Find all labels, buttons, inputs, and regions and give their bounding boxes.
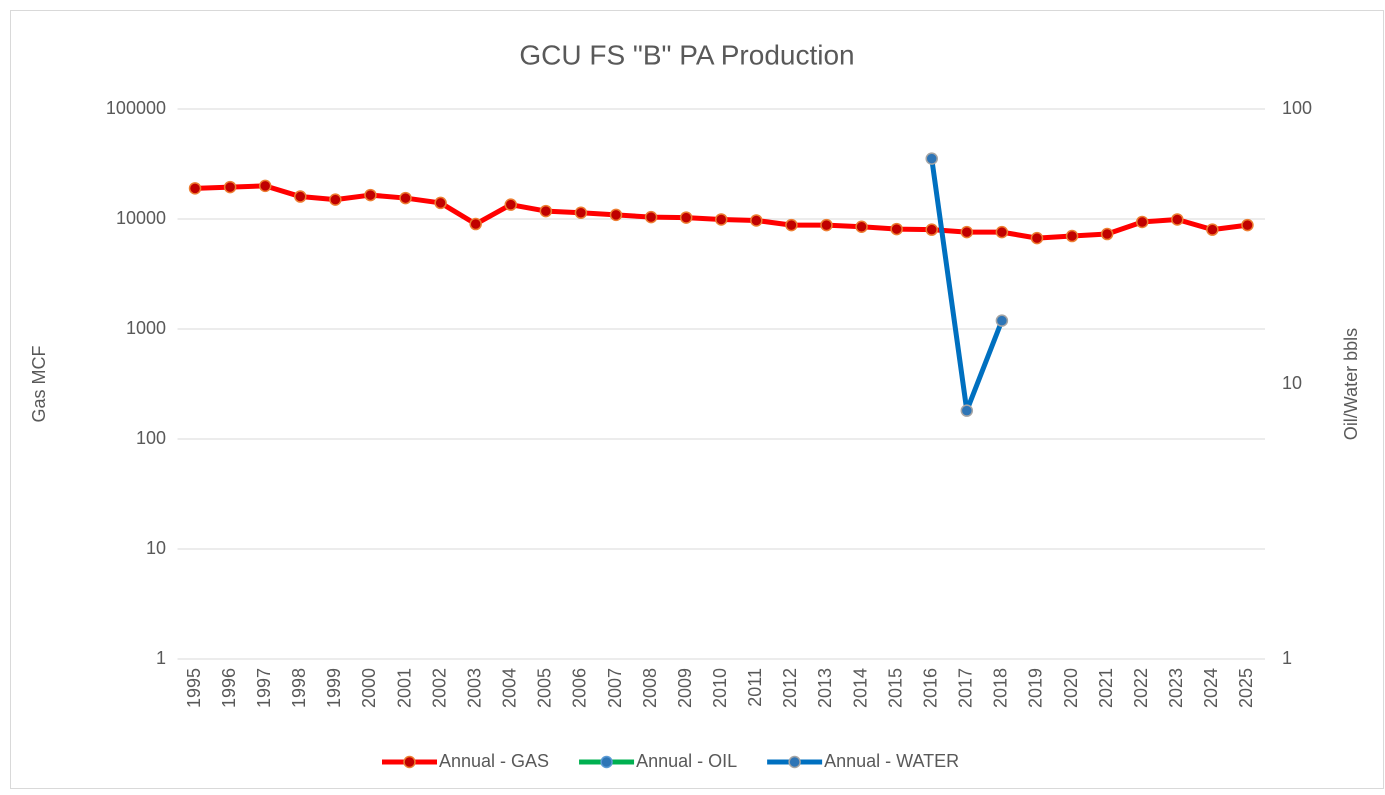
- data-point: [434, 196, 447, 210]
- x-tick-label: 2010: [710, 668, 730, 708]
- x-tick-label: 2000: [359, 668, 379, 708]
- x-tick-label: 2003: [464, 668, 484, 708]
- data-point: [890, 222, 903, 236]
- x-tick-label: 2023: [1166, 668, 1186, 708]
- x-tick-label: 1999: [324, 668, 344, 708]
- data-point: [294, 190, 307, 203]
- data-point: [469, 217, 482, 231]
- legend-marker: [403, 755, 416, 769]
- data-point: [539, 204, 553, 218]
- y2-tick-label: 10: [1282, 373, 1302, 393]
- x-tick-label: 2020: [1061, 668, 1081, 708]
- y-tick-label: 100: [136, 428, 166, 448]
- x-tick-label: 2004: [500, 668, 520, 708]
- data-point: [995, 225, 1009, 239]
- legend-label: Annual - OIL: [636, 751, 737, 771]
- x-tick-label: 2002: [429, 668, 449, 708]
- legend-marker: [600, 755, 613, 769]
- y-tick-label: 10000: [116, 208, 166, 228]
- data-point: [925, 152, 938, 165]
- data-point: [644, 210, 658, 224]
- x-tick-label: 2025: [1236, 668, 1256, 708]
- y-tick-label: 100000: [106, 98, 166, 118]
- x-tick-label: 2009: [675, 668, 695, 708]
- x-tick-label: 2011: [745, 668, 765, 707]
- chart-title: GCU FS "B" PA Production: [519, 39, 854, 70]
- data-point: [1030, 231, 1044, 245]
- x-tick-label: 1998: [289, 668, 309, 708]
- legend-marker: [788, 755, 801, 769]
- data-point: [1135, 215, 1149, 229]
- x-tick-label: 2008: [640, 668, 660, 708]
- data-point: [1065, 229, 1079, 243]
- y2-axis-label: Oil/Water bbls: [1341, 328, 1361, 440]
- data-point: [609, 208, 623, 222]
- data-point: [855, 220, 868, 234]
- data-point: [960, 404, 974, 417]
- x-tick-label: 2015: [885, 668, 905, 708]
- data-point: [364, 188, 377, 202]
- x-tick-label: 2013: [815, 668, 835, 708]
- legend-label: Annual - GAS: [439, 751, 549, 771]
- data-point: [1241, 218, 1254, 232]
- data-point: [1171, 213, 1184, 226]
- x-tick-label: 2006: [570, 668, 590, 708]
- x-tick-label: 2016: [920, 668, 940, 708]
- y-tick-label: 10: [146, 538, 166, 558]
- x-tick-label: 2019: [1026, 668, 1046, 708]
- data-point: [820, 218, 833, 232]
- x-tick-label: 1997: [254, 668, 274, 708]
- x-tick-label: 2014: [850, 668, 870, 708]
- data-point: [995, 314, 1009, 327]
- x-tick-label: 2024: [1201, 668, 1221, 708]
- data-point: [223, 180, 237, 194]
- data-point: [504, 198, 518, 211]
- data-point: [399, 191, 412, 205]
- data-point: [785, 218, 798, 232]
- x-tick-label: 1995: [184, 668, 204, 708]
- x-tick-label: 2007: [605, 668, 625, 708]
- data-point: [1206, 223, 1219, 236]
- data-point: [960, 225, 974, 239]
- legend-label: Annual - WATER: [824, 751, 959, 771]
- data-point: [329, 193, 342, 206]
- y2-tick-label: 100: [1282, 98, 1312, 118]
- data-point: [750, 214, 763, 227]
- y-tick-label: 1000: [126, 318, 166, 338]
- y2-tick-label: 1: [1282, 648, 1292, 668]
- x-tick-label: 2022: [1131, 668, 1151, 708]
- y-tick-label: 1: [156, 648, 166, 668]
- data-point: [258, 179, 272, 193]
- data-point: [925, 223, 938, 236]
- data-point: [574, 206, 588, 219]
- x-tick-label: 1996: [219, 668, 239, 708]
- y-axis-label: Gas MCF: [29, 345, 49, 422]
- data-point: [1100, 227, 1114, 241]
- x-tick-label: 2001: [394, 668, 414, 708]
- data-point: [679, 211, 693, 224]
- data-point: [188, 182, 202, 195]
- x-tick-label: 2021: [1096, 668, 1116, 708]
- data-point: [715, 213, 728, 226]
- x-tick-label: 2018: [991, 668, 1011, 708]
- x-tick-label: 2012: [780, 668, 800, 708]
- x-tick-label: 2005: [535, 668, 555, 708]
- x-tick-label: 2017: [956, 668, 976, 708]
